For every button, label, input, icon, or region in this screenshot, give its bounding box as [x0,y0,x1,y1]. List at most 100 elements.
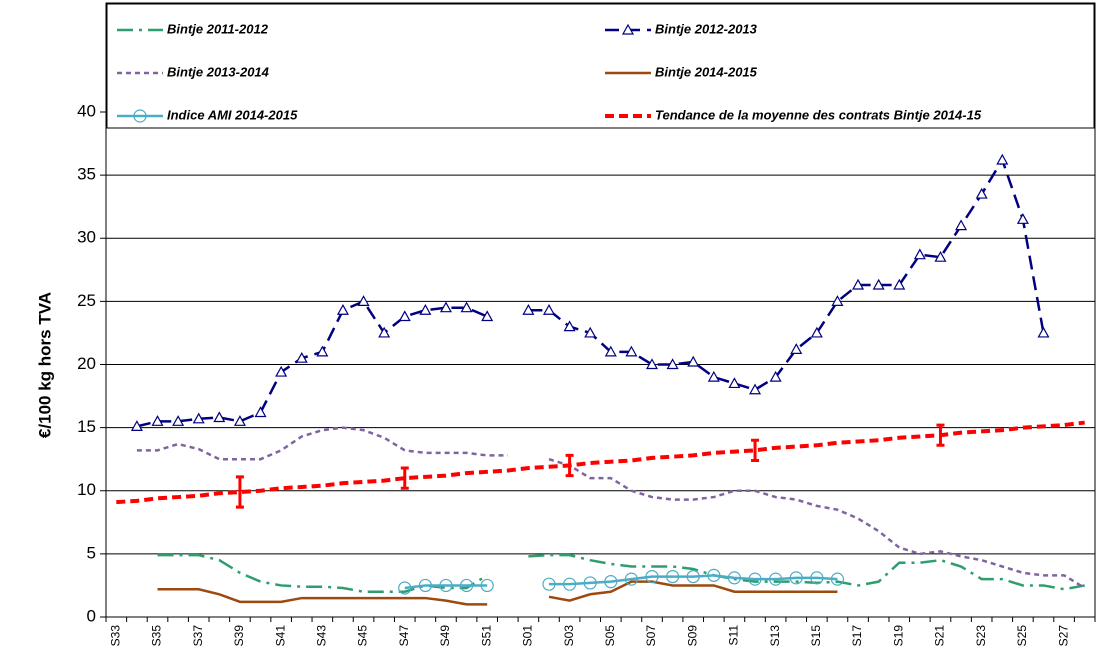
y-tick-label: 25 [77,291,96,310]
triangle-marker [666,358,679,370]
legend-label: Bintje 2013-2014 [167,64,270,79]
triangle-marker [852,278,865,290]
x-tick-label: S41 [273,625,287,647]
error-bar [936,423,945,447]
triangle-marker [254,406,267,418]
triangle-marker [378,326,391,338]
x-tick-label: S37 [191,625,205,647]
x-tick-label: S23 [974,625,988,647]
y-tick-label: 10 [77,480,96,499]
triangle-marker [625,345,638,357]
x-tick-label: S11 [727,625,741,646]
triangle-marker [604,345,617,357]
triangle-marker [542,303,556,315]
circle-marker [645,569,659,584]
x-tick-label: S05 [603,625,617,647]
legend-label: Indice AMI 2014-2015 [167,107,298,122]
triangle-marker [130,420,143,431]
triangle-marker [769,370,782,382]
triangle-marker [790,343,803,354]
triangle-marker [295,351,308,363]
x-tick-label: S27 [1056,625,1070,647]
x-tick-label: S03 [562,625,576,647]
triangle-marker [975,187,988,199]
triangle-marker [357,295,370,306]
y-tick-label: 5 [87,543,96,562]
error-bar [235,475,244,509]
circle-marker [542,577,556,591]
circle-marker [727,571,742,585]
circle-marker [810,571,824,585]
circle-marker [666,569,680,584]
y-tick-label: 30 [77,228,96,247]
triangle-marker [563,320,576,332]
series-line [404,574,838,590]
y-axis-label: €/100 kg hors TVA [35,292,54,438]
triangle-marker [831,295,844,306]
error-bar [400,466,409,490]
x-tick-label: S39 [232,625,246,647]
x-tick-label: S19 [891,625,905,647]
y-tick-label: 20 [77,354,96,373]
x-tick-label: S25 [1015,625,1029,647]
x-tick-label: S09 [685,625,699,647]
triangle-marker [481,310,494,322]
triangle-marker [621,23,635,35]
triangle-marker [275,365,288,377]
legend-box [106,3,1095,129]
triangle-marker [872,278,885,290]
triangle-marker [934,250,947,262]
circle-marker [133,109,147,123]
triangle-marker [398,310,411,322]
x-tick-label: S15 [809,625,823,647]
triangle-marker [336,303,349,315]
legend-label: Tendance de la moyenne des contrats Bint… [655,107,982,122]
series-line [136,157,1045,428]
error-bar [565,453,574,478]
triangle-marker [810,326,823,338]
triangle-marker [687,355,700,367]
y-tick-label: 0 [87,606,96,625]
triangle-marker [584,326,597,338]
x-tick-label: S45 [356,625,370,647]
y-tick-label: 35 [77,165,96,184]
x-tick-label: S01 [521,625,535,647]
triangle-marker [728,377,741,389]
circle-marker [459,578,474,593]
legend-label: Bintje 2011-2012 [167,21,269,36]
y-tick-label: 15 [77,417,96,436]
triangle-marker [213,411,226,423]
series-line [157,580,838,606]
x-tick-label: S49 [438,625,452,647]
triangle-marker [172,415,185,426]
triangle-marker [316,345,329,357]
circle-marker [748,572,762,586]
triangle-marker [893,278,906,290]
x-tick-label: S51 [479,625,493,647]
circle-marker [583,576,597,590]
circle-marker [769,572,783,586]
x-tick-label: S13 [768,625,782,647]
circle-marker [604,575,618,589]
triangle-marker [192,412,205,424]
triangle-marker [439,301,452,313]
circle-marker [686,569,700,584]
triangle-marker [707,370,720,382]
triangle-marker [460,301,473,313]
triangle-marker [522,303,535,315]
x-tick-label: S43 [315,625,329,647]
triangle-marker [419,303,432,315]
error-bar [751,438,760,462]
triangle-marker [913,248,926,260]
triangle-marker [749,383,762,395]
legend-label: Bintje 2012-2013 [655,21,758,36]
x-tick-label: S17 [850,625,864,647]
circle-marker [439,578,453,593]
circle-marker [830,572,845,586]
circle-marker [418,578,432,593]
x-tick-label: S33 [108,625,122,647]
triangle-marker [645,358,659,370]
triangle-marker [233,415,246,426]
circle-marker [480,578,494,593]
